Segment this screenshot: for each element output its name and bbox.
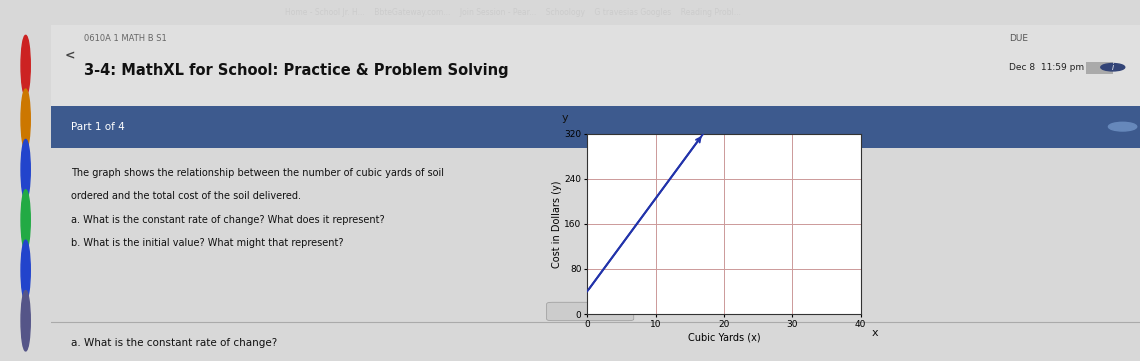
X-axis label: Cubic Yards (x): Cubic Yards (x) <box>687 333 760 343</box>
Text: Home - School Jr. H...    BbteGateway.com...    Join Session - Pear...    School: Home - School Jr. H... BbteGateway.com..… <box>285 8 741 17</box>
Text: y: y <box>562 113 569 123</box>
Bar <box>51 106 1140 148</box>
Circle shape <box>21 89 31 149</box>
Circle shape <box>1101 64 1125 71</box>
Bar <box>1085 62 1113 74</box>
Text: 0610A 1 MATH B S1: 0610A 1 MATH B S1 <box>84 34 166 43</box>
Text: DUE: DUE <box>1009 34 1028 43</box>
Text: Dec 8  11:59 pm: Dec 8 11:59 pm <box>1009 63 1084 72</box>
Text: 3-4: MathXL for School: Practice & Problem Solving: 3-4: MathXL for School: Practice & Probl… <box>84 63 508 78</box>
Text: b. What is the initial value? What might that represent?: b. What is the initial value? What might… <box>71 239 343 248</box>
Text: ...: ... <box>586 307 594 316</box>
Circle shape <box>1108 122 1137 131</box>
Text: a. What is the constant rate of change?: a. What is the constant rate of change? <box>71 338 277 348</box>
Y-axis label: Cost in Dollars (y): Cost in Dollars (y) <box>552 180 562 268</box>
Text: Part 1 of 4: Part 1 of 4 <box>71 122 124 132</box>
Text: ordered and the total cost of the soil delivered.: ordered and the total cost of the soil d… <box>71 191 301 201</box>
Circle shape <box>21 291 31 351</box>
Text: The graph shows the relationship between the number of cubic yards of soil: The graph shows the relationship between… <box>71 168 443 178</box>
Circle shape <box>21 190 31 250</box>
Circle shape <box>21 240 31 301</box>
FancyBboxPatch shape <box>547 302 634 321</box>
Bar <box>51 25 1140 106</box>
Circle shape <box>21 139 31 200</box>
Text: i: i <box>1112 63 1114 72</box>
Circle shape <box>21 35 31 96</box>
Text: <: < <box>64 49 75 62</box>
Text: a. What is the constant rate of change? What does it represent?: a. What is the constant rate of change? … <box>71 215 384 225</box>
Text: x: x <box>872 328 878 338</box>
